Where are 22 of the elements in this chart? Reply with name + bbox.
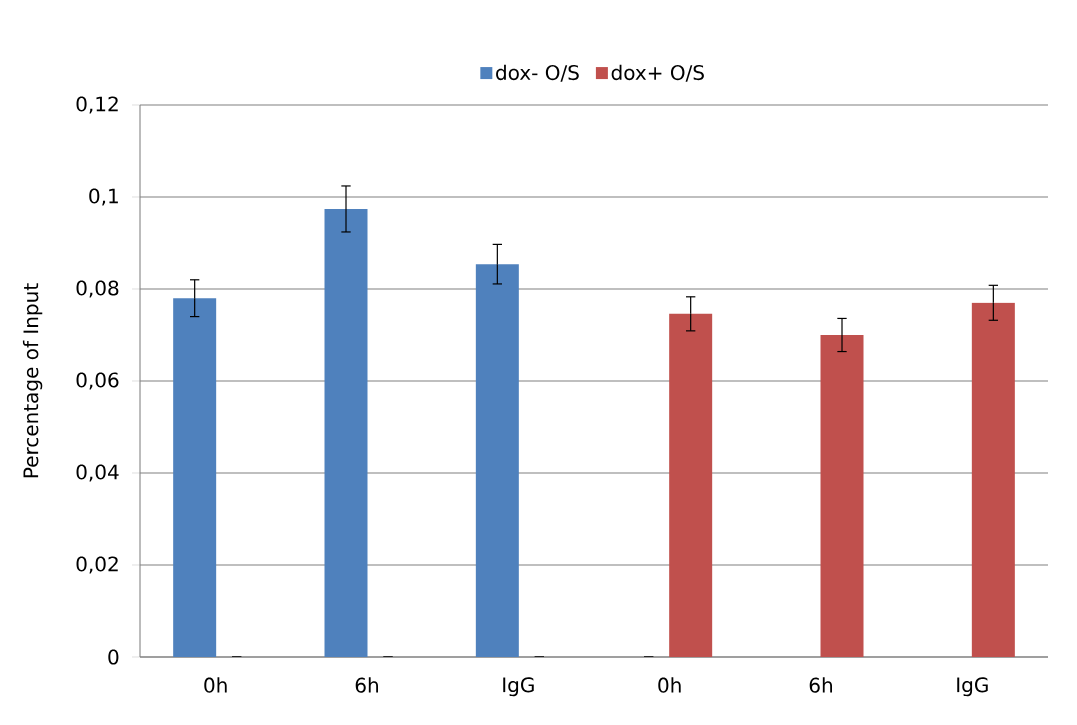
y-axis-title: Percentage of Input: [22, 283, 43, 478]
bar: [475, 264, 519, 657]
x-tick-label: IgG: [503, 677, 534, 697]
bar: [971, 302, 1015, 657]
bar: [173, 298, 217, 657]
bar: [669, 313, 713, 657]
bar: [324, 208, 368, 657]
y-tick-label: 0,02: [76, 556, 118, 574]
y-tick-label: 0,06: [76, 372, 119, 390]
y-tick-label: 0: [108, 649, 119, 665]
x-tick-label: 6h: [809, 677, 832, 693]
legend-label: dox+ O/S: [611, 64, 704, 82]
x-tick-label: 6h: [355, 677, 378, 693]
y-tick-label: 0,12: [76, 96, 118, 114]
x-tick-label: 0h: [204, 677, 227, 693]
legend-label: dox- O/S: [496, 64, 579, 82]
x-tick-label: 0h: [658, 677, 681, 693]
bar: [820, 335, 864, 657]
y-tick-label: 0,04: [76, 464, 119, 482]
x-tick-label: IgG: [957, 677, 988, 697]
y-tick-label: 0,08: [76, 280, 119, 298]
y-tick-label: 0,1: [89, 188, 118, 206]
